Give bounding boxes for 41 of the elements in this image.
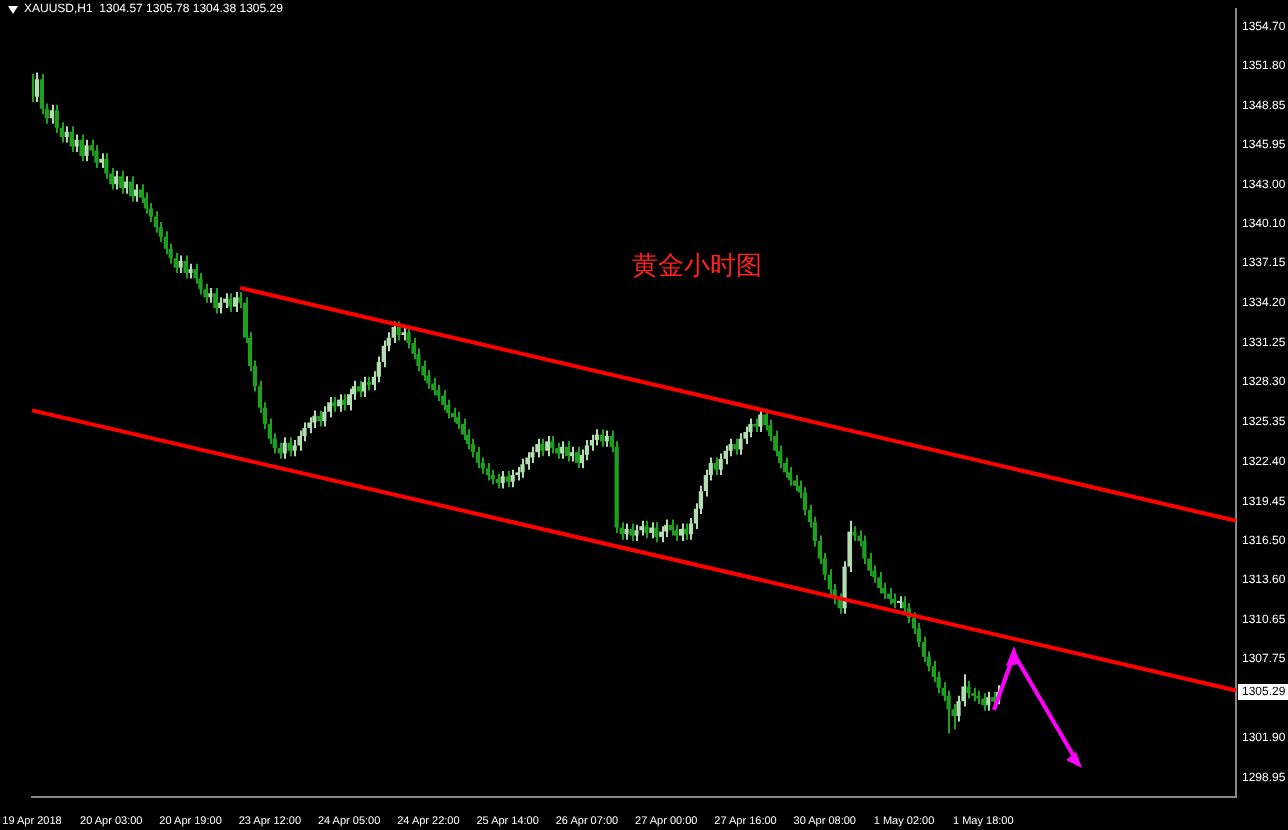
candlestick: [545, 434, 550, 458]
candlestick: [896, 595, 902, 610]
candlestick: [297, 429, 302, 452]
candlestick: [426, 369, 431, 390]
candlestick: [39, 72, 45, 116]
candlestick: [535, 437, 540, 459]
candlestick: [347, 387, 352, 412]
candlestick: [287, 436, 292, 458]
candlestick: [213, 286, 218, 315]
candlestick: [584, 439, 590, 462]
annotation: 黄金小时图: [632, 250, 762, 284]
candlestick: [877, 570, 882, 595]
candlestick: [946, 689, 951, 735]
candlestick: [441, 389, 446, 412]
candlestick: [520, 457, 525, 479]
candlestick: [198, 272, 203, 296]
candlestick: [233, 290, 238, 314]
candlestick: [183, 254, 188, 280]
candlestick: [579, 448, 585, 470]
candlestick: [173, 251, 178, 275]
candlestick: [84, 138, 89, 163]
candlestick: [327, 395, 332, 419]
candlestick: [475, 445, 481, 470]
candlestick: [49, 103, 54, 125]
candlestick: [446, 398, 451, 420]
candlestick: [758, 408, 763, 433]
candlestick: [768, 418, 773, 443]
candlestick: [119, 169, 124, 195]
candlestick: [54, 103, 59, 135]
candlestick: [69, 125, 74, 153]
candlestick: [94, 144, 99, 170]
candlestick: [79, 133, 84, 163]
candlestick: [302, 421, 307, 443]
candlestick: [753, 417, 758, 433]
candlestick: [748, 417, 753, 439]
candlestick: [34, 71, 40, 104]
candlestick: [163, 230, 168, 256]
candlestick: [460, 417, 466, 442]
candlestick: [565, 440, 570, 463]
candlestick: [322, 405, 327, 428]
candlestick: [114, 169, 119, 191]
